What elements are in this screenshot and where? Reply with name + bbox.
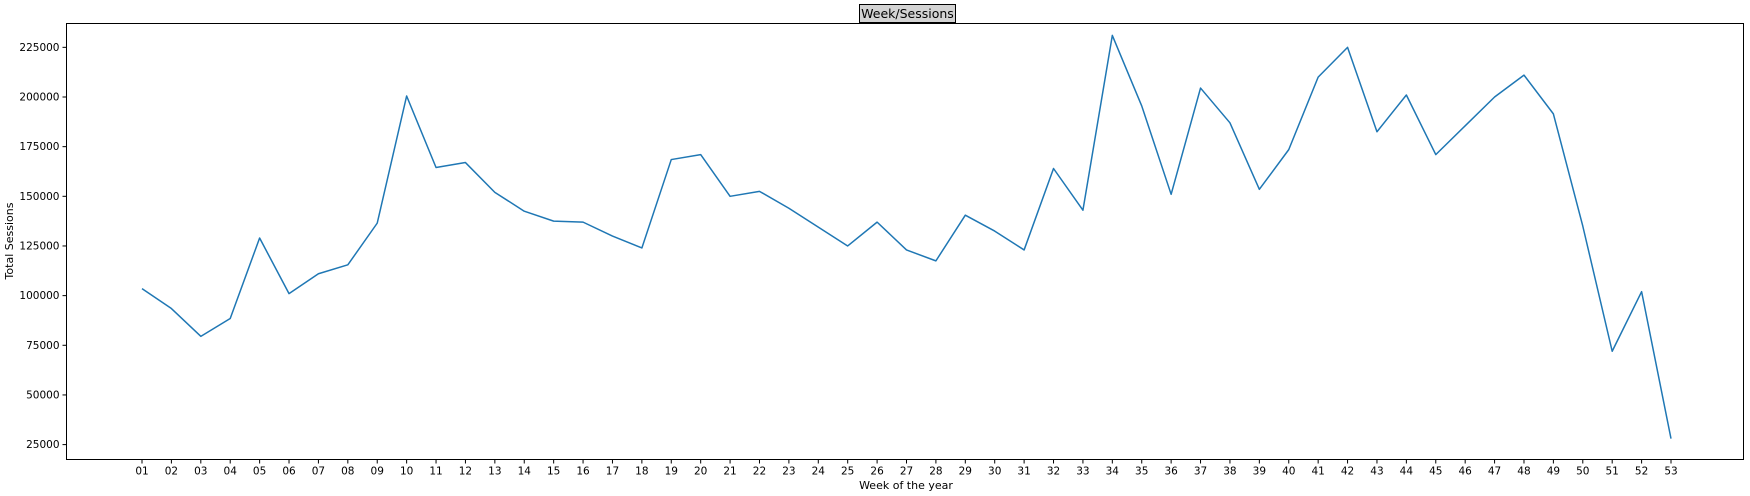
x-tick-label: 09 <box>371 466 384 478</box>
y-tick-label: 150000 <box>19 191 59 203</box>
x-tick-label: 29 <box>959 466 972 478</box>
x-tick-label: 20 <box>694 466 707 478</box>
x-tick-label: 39 <box>1253 466 1266 478</box>
x-tick-label: 48 <box>1517 466 1530 478</box>
x-tick-label: 25 <box>841 466 854 478</box>
chart-title: Week/Sessions <box>861 6 954 21</box>
y-axis-label: Total Sessions <box>3 202 16 280</box>
x-tick-label: 04 <box>224 466 238 478</box>
x-tick-label: 27 <box>900 466 913 478</box>
x-tick-label: 05 <box>253 466 266 478</box>
x-tick-label: 32 <box>1047 466 1060 478</box>
x-tick-label: 41 <box>1311 466 1324 478</box>
x-tick-label: 44 <box>1400 466 1414 478</box>
y-tick-label: 125000 <box>19 240 59 252</box>
x-tick-label: 26 <box>870 466 884 478</box>
x-tick-label: 06 <box>282 466 296 478</box>
x-tick-label: 10 <box>400 466 413 478</box>
y-tick-label: 175000 <box>19 141 59 153</box>
x-tick-label: 45 <box>1429 466 1442 478</box>
y-tick-label: 50000 <box>26 389 59 401</box>
x-tick-label: 30 <box>988 466 1001 478</box>
x-tick-label: 11 <box>429 466 442 478</box>
x-tick-label: 28 <box>929 466 942 478</box>
x-tick-label: 33 <box>1076 466 1089 478</box>
x-tick-label: 12 <box>459 466 472 478</box>
x-tick-label: 43 <box>1370 466 1383 478</box>
x-tick-label: 31 <box>1017 466 1030 478</box>
title-box <box>859 4 956 23</box>
x-tick-label: 07 <box>312 466 325 478</box>
x-tick-label: 52 <box>1635 466 1648 478</box>
y-axis: 25000 50000 75000 100000 125000 150000 175000 2… <box>19 42 67 451</box>
x-tick-label: 15 <box>547 466 560 478</box>
x-axis: 01 02 03 04 05 06 07 08 09 10 11 12 13 14 15 16 17 18 19 20… <box>135 459 1678 478</box>
x-tick-label: 34 <box>1106 466 1120 478</box>
y-tick-label: 25000 <box>26 439 59 451</box>
x-tick-label: 24 <box>812 466 826 478</box>
plot-area <box>66 23 1744 460</box>
x-tick-label: 38 <box>1223 466 1236 478</box>
x-tick-label: 01 <box>135 466 148 478</box>
y-tick-label: 200000 <box>19 91 59 103</box>
x-tick-label: 49 <box>1547 466 1560 478</box>
x-tick-label: 23 <box>782 466 795 478</box>
x-tick-label: 51 <box>1606 466 1619 478</box>
x-tick-label: 36 <box>1164 466 1178 478</box>
x-tick-label: 18 <box>635 466 648 478</box>
x-tick-label: 14 <box>518 466 532 478</box>
x-tick-label: 40 <box>1282 466 1295 478</box>
y-tick-label: 225000 <box>19 42 59 54</box>
x-tick-label: 08 <box>341 466 354 478</box>
x-tick-label: 02 <box>165 466 178 478</box>
x-tick-label: 35 <box>1135 466 1148 478</box>
x-tick-label: 50 <box>1576 466 1589 478</box>
x-axis-label: Week of the year <box>859 479 953 492</box>
series-line <box>141 34 1672 439</box>
x-tick-label: 21 <box>723 466 736 478</box>
x-tick-label: 37 <box>1194 466 1207 478</box>
x-tick-label: 13 <box>488 466 501 478</box>
x-tick-label: 16 <box>576 466 590 478</box>
x-tick-label: 03 <box>194 466 207 478</box>
x-tick-label: 46 <box>1458 466 1472 478</box>
y-tick-label: 100000 <box>19 290 59 302</box>
x-tick-label: 17 <box>606 466 619 478</box>
y-tick-label: 75000 <box>26 340 59 352</box>
x-tick-label: 22 <box>753 466 766 478</box>
x-tick-label: 19 <box>665 466 678 478</box>
x-tick-label: 53 <box>1664 466 1677 478</box>
x-tick-label: 42 <box>1341 466 1354 478</box>
x-tick-label: 47 <box>1488 466 1501 478</box>
